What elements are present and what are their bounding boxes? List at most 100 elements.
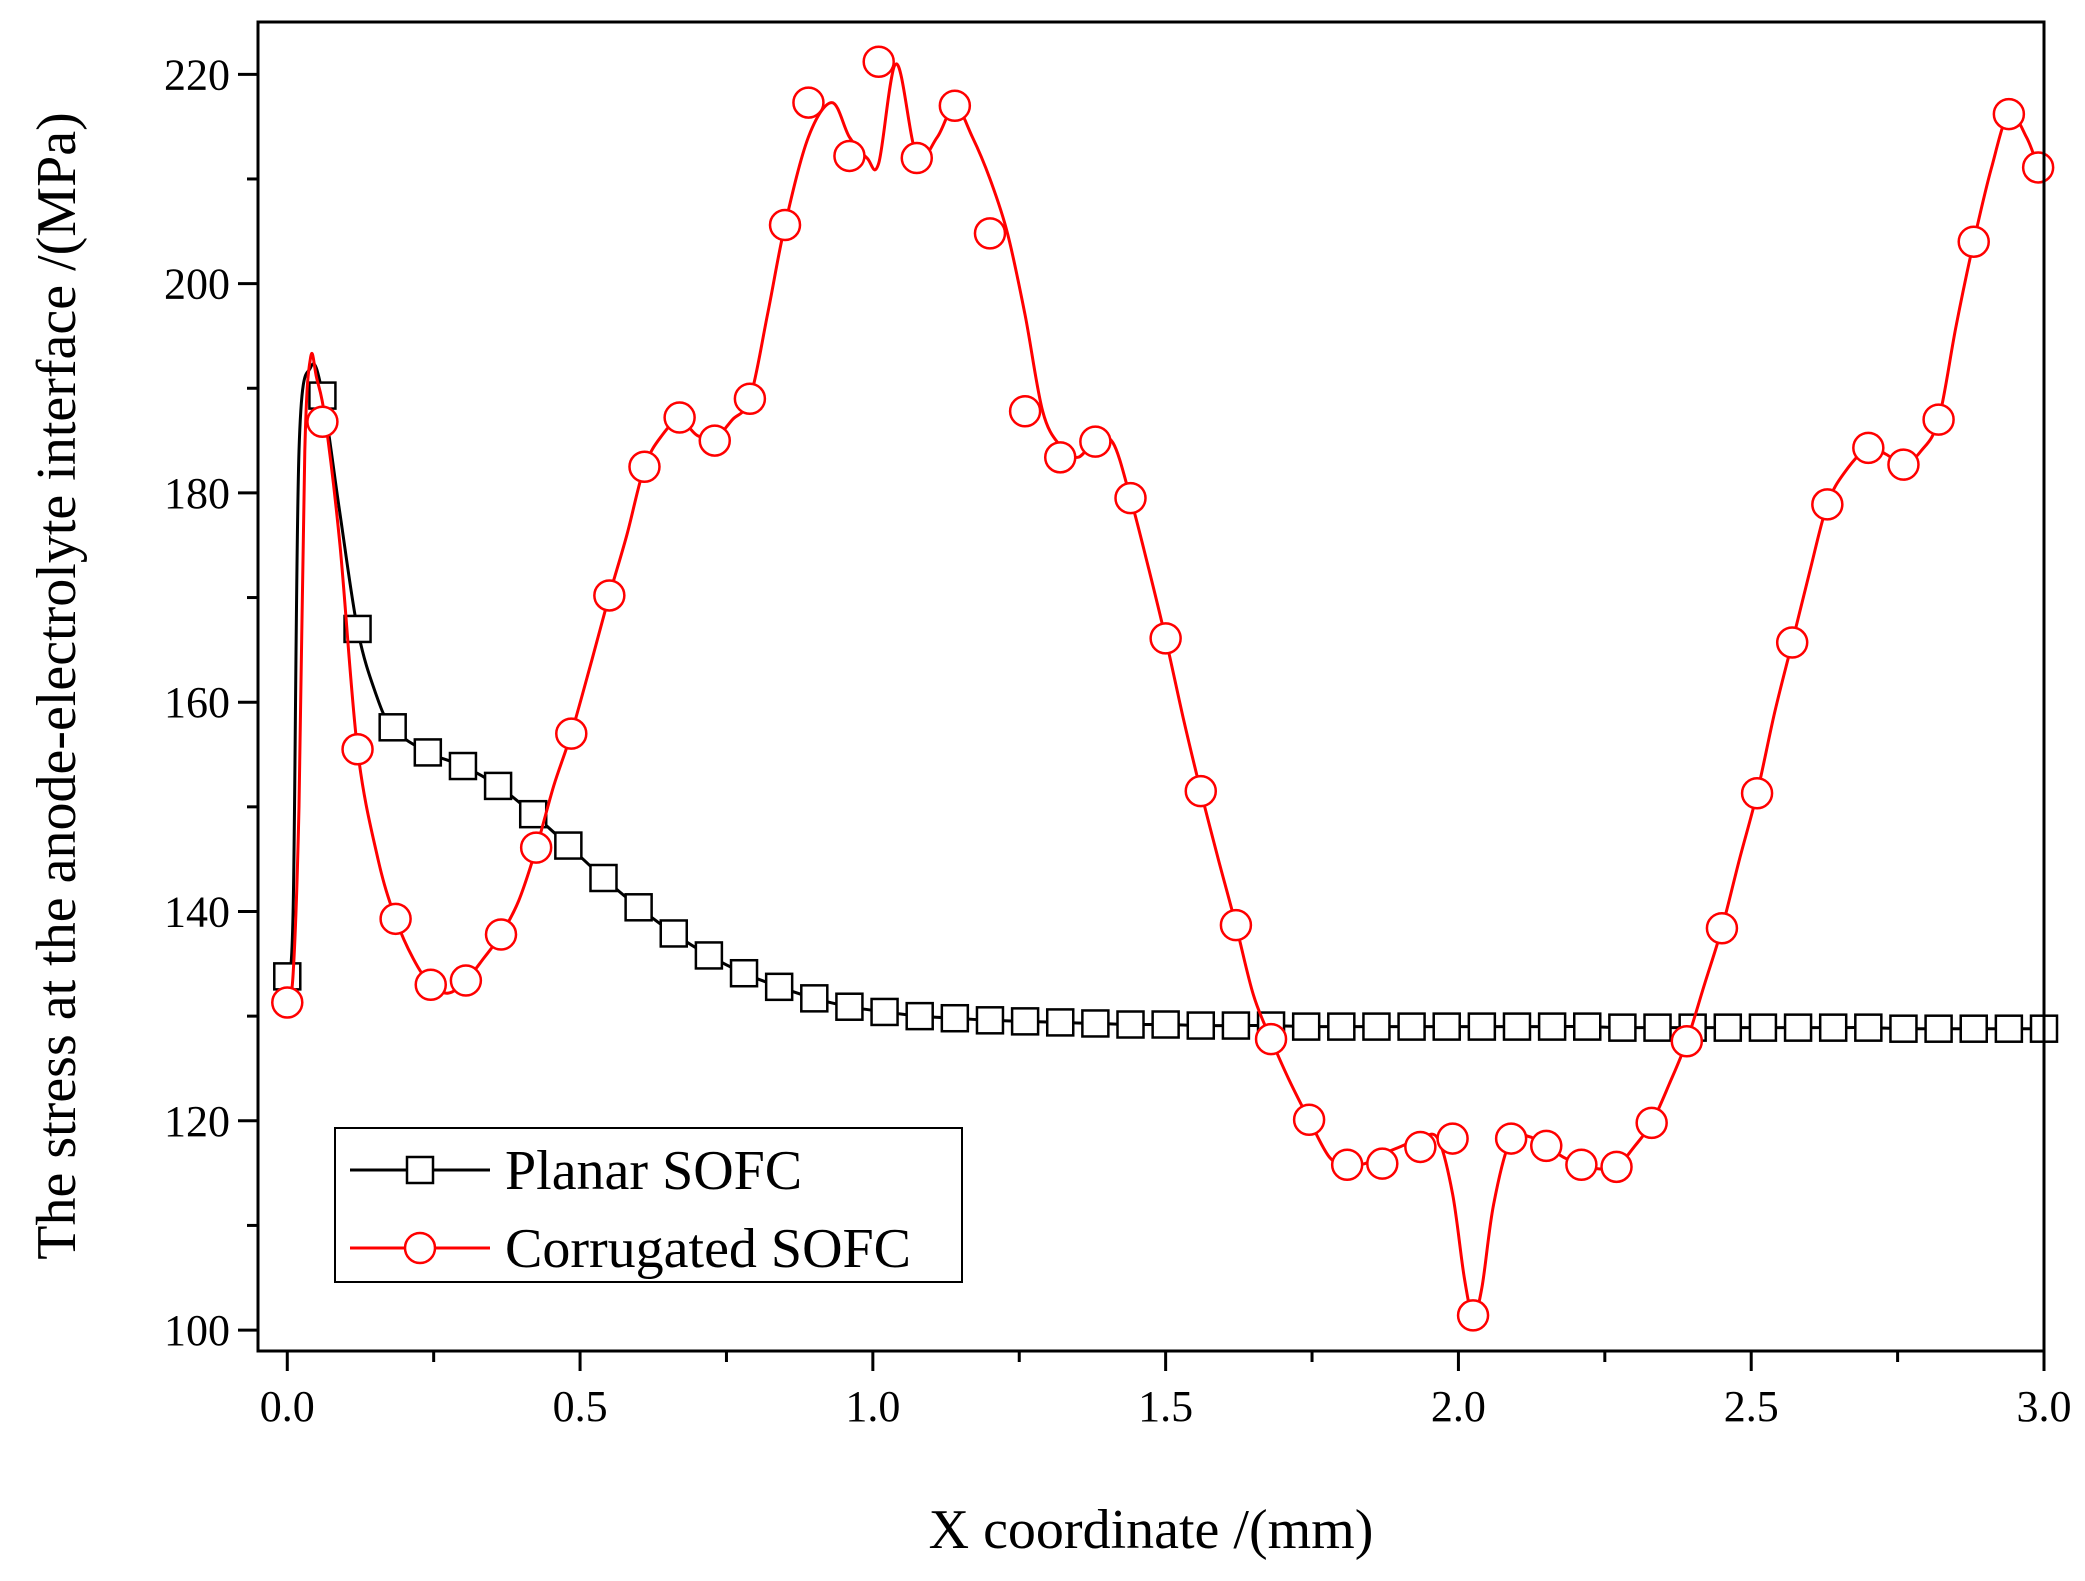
data-point-corrugated-sofc — [833, 139, 866, 173]
x-tick-label: 0.0 — [260, 1382, 315, 1431]
data-point-corrugated-sofc — [1436, 1122, 1469, 1155]
data-point-corrugated-sofc — [1670, 1024, 1704, 1058]
data-point-corrugated-sofc — [1456, 1299, 1490, 1332]
data-point-planar-sofc — [1397, 1012, 1426, 1041]
data-point-corrugated-sofc — [271, 986, 304, 1019]
data-point-planar-sofc — [1748, 1013, 1778, 1042]
data-point-planar-sofc — [1502, 1012, 1532, 1041]
data-point-corrugated-sofc — [1043, 441, 1077, 474]
legend-marker-corrugated — [403, 1231, 437, 1265]
data-point-planar-sofc — [1924, 1014, 1953, 1043]
data-point-planar-sofc — [1045, 1008, 1075, 1037]
data-point-planar-sofc — [659, 919, 689, 948]
data-point-corrugated-sofc — [1852, 431, 1885, 465]
data-point-planar-sofc — [1221, 1011, 1251, 1040]
data-point-planar-sofc — [589, 863, 618, 893]
data-point-planar-sofc — [1573, 1012, 1602, 1041]
data-point-planar-sofc — [1959, 1014, 1988, 1043]
data-point-corrugated-sofc — [1292, 1103, 1326, 1136]
axes-layer: 0.0 0.5 1.0 1.5 2.0 2.5 3.0 100 120 140 160 180 200 2… — [164, 50, 2072, 1431]
y-tick-label: 100 — [164, 1306, 230, 1355]
data-point-corrugated-sofc — [1992, 97, 2026, 131]
data-point-corrugated-sofc — [1811, 488, 1844, 521]
data-point-corrugated-sofc — [792, 86, 825, 119]
data-point-planar-sofc — [835, 992, 864, 1021]
x-tick-label: 0.5 — [553, 1382, 608, 1431]
y-tick-label: 120 — [164, 1097, 230, 1146]
data-point-corrugated-sofc — [1705, 911, 1739, 945]
data-point-corrugated-sofc — [1254, 1022, 1288, 1056]
data-point-planar-sofc — [1818, 1013, 1848, 1042]
data-point-planar-sofc — [1537, 1012, 1567, 1041]
data-point-planar-sofc — [1643, 1013, 1672, 1042]
data-point-corrugated-sofc — [1114, 481, 1147, 515]
data-point-planar-sofc — [1362, 1012, 1391, 1041]
data-point-planar-sofc — [1713, 1013, 1743, 1042]
data-point-planar-sofc — [273, 962, 302, 991]
data-point-planar-sofc — [1116, 1010, 1145, 1039]
legend-label-planar: Planar SOFC — [505, 1140, 802, 1202]
data-point-corrugated-sofc — [1775, 626, 1809, 659]
data-point-corrugated-sofc — [1922, 403, 1955, 436]
data-point-corrugated-sofc — [1219, 908, 1253, 942]
x-tick-label: 3.0 — [2017, 1382, 2072, 1431]
data-point-corrugated-sofc — [484, 918, 518, 951]
plot-frame — [256, 20, 2046, 1353]
data-point-corrugated-sofc — [768, 208, 802, 242]
data-point-planar-sofc — [1291, 1012, 1321, 1041]
data-point-corrugated-sofc — [733, 382, 767, 415]
data-point-corrugated-sofc — [1184, 774, 1218, 808]
data-point-corrugated-sofc — [449, 964, 483, 997]
data-point-corrugated-sofc — [1366, 1147, 1399, 1180]
data-point-corrugated-sofc — [379, 902, 412, 936]
data-point-planar-sofc — [764, 972, 794, 1002]
legend: Planar SOFC Corrugated SOFC — [334, 1127, 963, 1283]
legend-entry-planar: Planar SOFC — [350, 1140, 802, 1202]
data-point-planar-sofc — [1010, 1007, 1040, 1036]
data-point-planar-sofc — [1467, 1012, 1497, 1041]
x-tick-label: 1.5 — [1138, 1382, 1193, 1431]
data-point-planar-sofc — [1432, 1012, 1461, 1041]
data-point-corrugated-sofc — [900, 141, 934, 175]
legend-box — [334, 1127, 963, 1283]
data-point-corrugated-sofc — [1600, 1150, 1633, 1184]
legend-marker-planar — [405, 1155, 435, 1185]
data-point-planar-sofc — [1608, 1013, 1637, 1042]
data-point-planar-sofc — [729, 958, 759, 988]
data-point-corrugated-sofc — [593, 579, 626, 612]
y-tick-label: 180 — [164, 469, 230, 518]
data-point-planar-sofc — [448, 751, 478, 781]
data-point-corrugated-sofc — [1565, 1148, 1598, 1181]
y-tick-label: 160 — [164, 678, 230, 727]
x-tick-label: 1.0 — [845, 1382, 900, 1431]
data-point-corrugated-sofc — [519, 831, 553, 864]
data-point-corrugated-sofc — [1494, 1122, 1528, 1155]
data-point-planar-sofc — [1889, 1014, 1918, 1043]
y-tick-label: 220 — [164, 50, 230, 99]
data-point-corrugated-sofc — [628, 450, 661, 483]
data-point-corrugated-sofc — [663, 401, 696, 434]
legend-entry-corrugated: Corrugated SOFC — [350, 1218, 911, 1280]
series-layer — [271, 45, 2059, 1332]
data-point-corrugated-sofc — [1149, 622, 1182, 655]
data-point-corrugated-sofc — [1330, 1148, 1364, 1181]
x-axis-title: X coordinate /(mm) — [929, 1499, 1374, 1561]
data-point-planar-sofc — [800, 984, 829, 1013]
data-point-corrugated-sofc — [862, 45, 895, 79]
data-point-planar-sofc — [694, 941, 724, 970]
data-point-planar-sofc — [1327, 1012, 1356, 1041]
data-point-corrugated-sofc — [555, 717, 588, 750]
data-point-corrugated-sofc — [1079, 425, 1112, 458]
data-point-planar-sofc — [1186, 1011, 1216, 1040]
data-point-planar-sofc — [483, 771, 513, 801]
data-point-corrugated-sofc — [1887, 448, 1920, 481]
legend-label-corrugated: Corrugated SOFC — [505, 1218, 911, 1280]
x-tick-label: 2.5 — [1724, 1382, 1779, 1431]
series-line-corrugated-sofc — [285, 62, 2040, 1318]
data-point-corrugated-sofc — [306, 405, 339, 438]
data-point-planar-sofc — [870, 997, 899, 1027]
data-point-corrugated-sofc — [414, 968, 447, 1001]
y-axis-title: The stress at the anode-electrolyte inte… — [26, 112, 88, 1259]
